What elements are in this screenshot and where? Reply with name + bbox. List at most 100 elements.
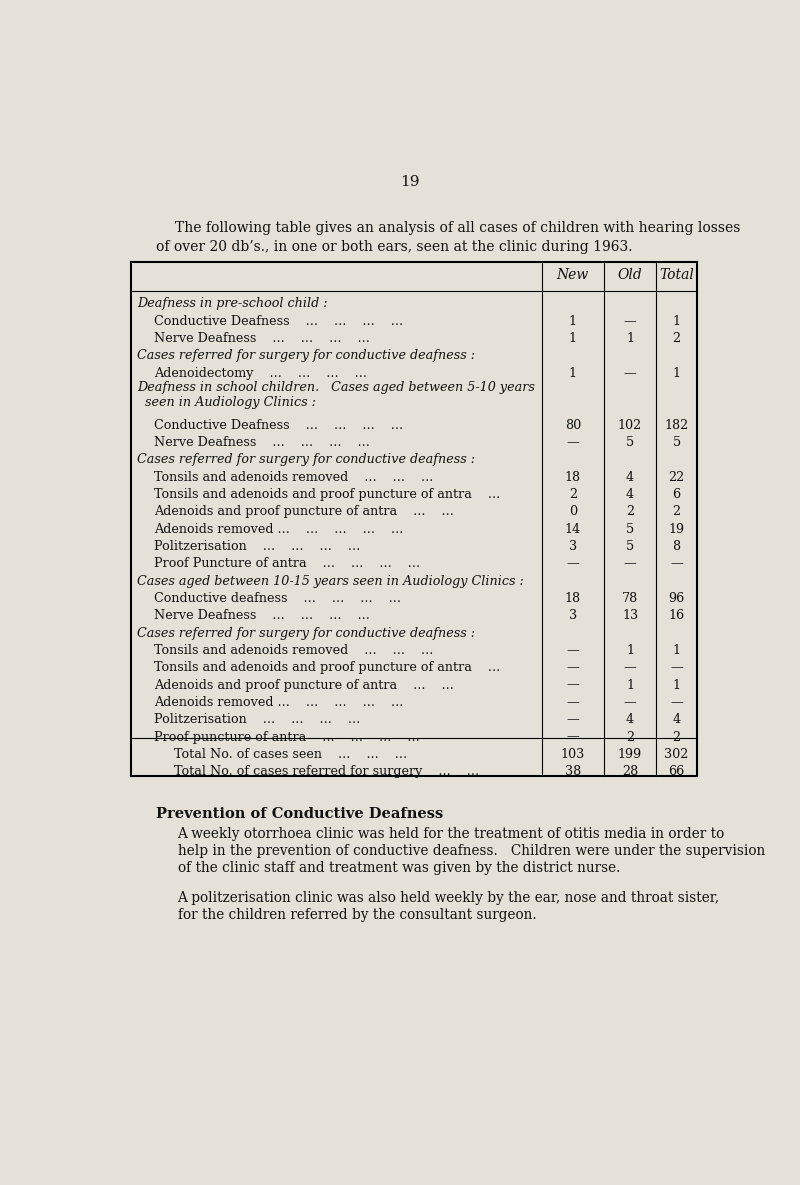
Text: 13: 13 (622, 609, 638, 622)
Text: 0: 0 (569, 505, 577, 518)
Text: —: — (566, 557, 579, 570)
Text: 4: 4 (626, 713, 634, 726)
Text: of over 20 db’s., in one or both ears, seen at the clinic during 1963.: of over 20 db’s., in one or both ears, s… (156, 241, 632, 254)
Text: of the clinic staff and treatment was given by the district nurse.: of the clinic staff and treatment was gi… (178, 860, 620, 875)
Text: 5: 5 (626, 523, 634, 536)
Text: —: — (566, 730, 579, 743)
Text: 3: 3 (569, 540, 577, 553)
Text: Conductive deafness    ...    ...    ...    ...: Conductive deafness ... ... ... ... (154, 592, 402, 604)
Text: 18: 18 (565, 592, 581, 604)
Text: Deafness in pre-school child :: Deafness in pre-school child : (138, 297, 328, 310)
Text: 2: 2 (673, 730, 681, 743)
Text: 1: 1 (626, 643, 634, 656)
Text: Tonsils and adenoids removed    ...    ...    ...: Tonsils and adenoids removed ... ... ... (154, 470, 434, 483)
Text: 80: 80 (565, 418, 581, 431)
Text: 2: 2 (673, 332, 681, 345)
Text: Adenoids and proof puncture of antra    ...    ...: Adenoids and proof puncture of antra ...… (154, 679, 454, 692)
Text: —: — (566, 679, 579, 692)
Text: 5: 5 (626, 540, 634, 553)
Text: 38: 38 (565, 766, 581, 779)
Text: 22: 22 (669, 470, 685, 483)
Text: Adenoids and proof puncture of antra    ...    ...: Adenoids and proof puncture of antra ...… (154, 505, 454, 518)
Text: —: — (624, 557, 637, 570)
Text: Tonsils and adenoids removed    ...    ...    ...: Tonsils and adenoids removed ... ... ... (154, 643, 434, 656)
Text: —: — (624, 696, 637, 709)
Text: —: — (624, 366, 637, 379)
Text: Tonsils and adenoids and proof puncture of antra    ...: Tonsils and adenoids and proof puncture … (154, 488, 501, 501)
Text: 1: 1 (569, 366, 577, 379)
Text: 3: 3 (569, 609, 577, 622)
Text: 2: 2 (626, 730, 634, 743)
Text: —: — (566, 661, 579, 674)
Text: Deafness in school children.   Cases aged between 5-10 years: Deafness in school children. Cases aged … (138, 380, 535, 393)
Text: —: — (624, 661, 637, 674)
Text: 19: 19 (669, 523, 685, 536)
Text: Total: Total (659, 268, 694, 282)
Text: Old: Old (618, 268, 642, 282)
Text: 199: 199 (618, 748, 642, 761)
Text: 96: 96 (669, 592, 685, 604)
Text: 1: 1 (673, 315, 681, 328)
Text: —: — (670, 557, 683, 570)
Text: Prevention of Conductive Deafness: Prevention of Conductive Deafness (156, 807, 443, 821)
Text: New: New (557, 268, 589, 282)
Text: Cases referred for surgery for conductive deafness :: Cases referred for surgery for conductiv… (138, 627, 475, 640)
Text: 102: 102 (618, 418, 642, 431)
Text: 1: 1 (626, 332, 634, 345)
Text: 302: 302 (665, 748, 689, 761)
Text: A politzerisation clinic was also held weekly by the ear, nose and throat sister: A politzerisation clinic was also held w… (178, 891, 720, 905)
Text: Total No. of cases referred for surgery    ...    ...: Total No. of cases referred for surgery … (174, 766, 478, 779)
Text: 16: 16 (669, 609, 685, 622)
Text: 5: 5 (673, 436, 681, 449)
Text: Conductive Deafness    ...    ...    ...    ...: Conductive Deafness ... ... ... ... (154, 418, 403, 431)
Text: Nerve Deafness    ...    ...    ...    ...: Nerve Deafness ... ... ... ... (154, 609, 370, 622)
Text: —: — (670, 661, 683, 674)
Text: seen in Audiology Clinics :: seen in Audiology Clinics : (145, 397, 316, 410)
Text: 4: 4 (626, 470, 634, 483)
Text: A weekly otorrhoea clinic was held for the treatment of otitis media in order to: A weekly otorrhoea clinic was held for t… (178, 827, 725, 840)
Text: 103: 103 (561, 748, 585, 761)
Text: Cases aged between 10-15 years seen in Audiology Clinics :: Cases aged between 10-15 years seen in A… (138, 575, 524, 588)
Text: 1: 1 (569, 332, 577, 345)
Text: 66: 66 (669, 766, 685, 779)
Text: 1: 1 (626, 679, 634, 692)
Text: Tonsils and adenoids and proof puncture of antra    ...: Tonsils and adenoids and proof puncture … (154, 661, 501, 674)
Text: Proof puncture of antra    ...    ...    ...    ...: Proof puncture of antra ... ... ... ... (154, 730, 420, 743)
Text: —: — (624, 315, 637, 328)
Text: 14: 14 (565, 523, 581, 536)
Text: Politzerisation    ...    ...    ...    ...: Politzerisation ... ... ... ... (154, 713, 361, 726)
Text: help in the prevention of conductive deafness.   Children were under the supervi: help in the prevention of conductive dea… (178, 844, 765, 858)
Text: for the children referred by the consultant surgeon.: for the children referred by the consult… (178, 909, 536, 922)
Text: Adenoidectomy    ...    ...    ...    ...: Adenoidectomy ... ... ... ... (154, 366, 367, 379)
Text: —: — (566, 696, 579, 709)
Text: Proof Puncture of antra    ...    ...    ...    ...: Proof Puncture of antra ... ... ... ... (154, 557, 420, 570)
Text: Adenoids removed ...    ...    ...    ...    ...: Adenoids removed ... ... ... ... ... (154, 523, 404, 536)
Text: Adenoids removed ...    ...    ...    ...    ...: Adenoids removed ... ... ... ... ... (154, 696, 404, 709)
Text: 2: 2 (673, 505, 681, 518)
Text: Cases referred for surgery for conductive deafness :: Cases referred for surgery for conductiv… (138, 454, 475, 467)
Text: 78: 78 (622, 592, 638, 604)
Text: —: — (670, 696, 683, 709)
Text: 8: 8 (673, 540, 681, 553)
Text: 18: 18 (565, 470, 581, 483)
Text: —: — (566, 713, 579, 726)
Text: Nerve Deafness    ...    ...    ...    ...: Nerve Deafness ... ... ... ... (154, 332, 370, 345)
Text: 1: 1 (569, 315, 577, 328)
Text: 2: 2 (569, 488, 577, 501)
Text: Total No. of cases seen    ...    ...    ...: Total No. of cases seen ... ... ... (174, 748, 406, 761)
Text: 1: 1 (673, 366, 681, 379)
Text: Nerve Deafness    ...    ...    ...    ...: Nerve Deafness ... ... ... ... (154, 436, 370, 449)
Text: 28: 28 (622, 766, 638, 779)
Text: 6: 6 (673, 488, 681, 501)
Text: Politzerisation    ...    ...    ...    ...: Politzerisation ... ... ... ... (154, 540, 361, 553)
Text: 1: 1 (673, 679, 681, 692)
Text: The following table gives an analysis of all cases of children with hearing loss: The following table gives an analysis of… (175, 220, 741, 235)
Text: 5: 5 (626, 436, 634, 449)
Text: 4: 4 (673, 713, 681, 726)
Text: 19: 19 (400, 174, 420, 188)
Text: —: — (566, 436, 579, 449)
Text: 182: 182 (665, 418, 689, 431)
Text: 4: 4 (626, 488, 634, 501)
Text: Conductive Deafness    ...    ...    ...    ...: Conductive Deafness ... ... ... ... (154, 315, 403, 328)
Text: 1: 1 (673, 643, 681, 656)
